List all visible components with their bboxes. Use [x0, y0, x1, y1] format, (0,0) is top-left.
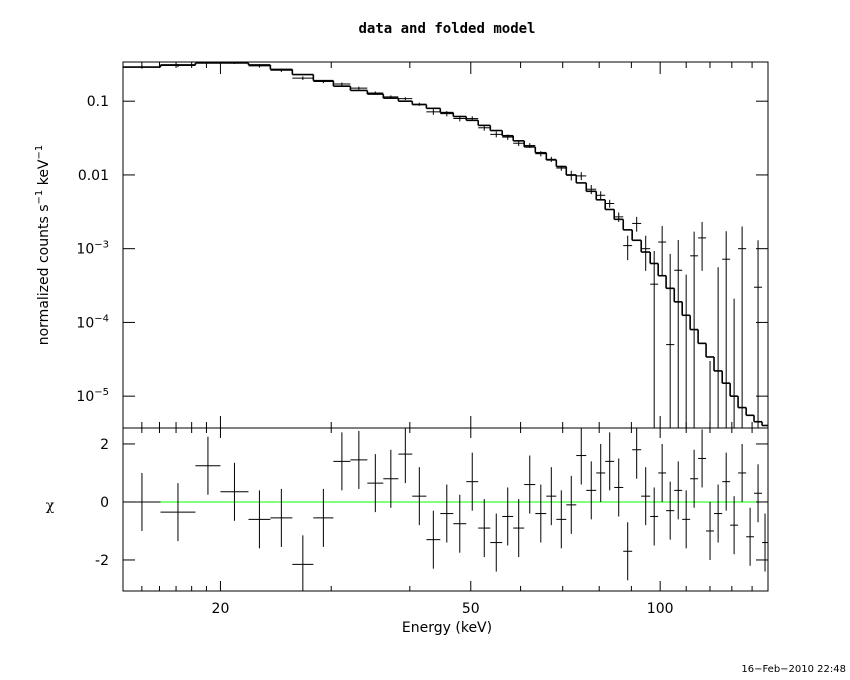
y-tick-label: 10−4: [76, 313, 109, 331]
y-label-exp: −1: [34, 145, 45, 160]
x-tick-label: 50: [462, 601, 480, 617]
x-tick-label: 100: [647, 601, 674, 617]
y-tick-exp: −5: [94, 387, 109, 398]
residual-y-tick-label: 0: [100, 495, 109, 511]
y-tick-base: 10: [76, 389, 94, 405]
y-tick-label: 10−3: [76, 240, 109, 258]
timestamp: 16−Feb−2010 22:48: [741, 664, 846, 675]
x-tick-label: 20: [212, 601, 230, 617]
y-tick-exp: −4: [94, 313, 109, 324]
y-tick-base: 0.1: [87, 94, 109, 110]
residual-y-tick-label: -2: [95, 553, 109, 569]
chart-title: data and folded model: [358, 21, 535, 37]
y-label-exp: −1: [34, 190, 45, 205]
y-tick-base: 10: [76, 315, 94, 331]
spectrum-panel: [123, 62, 768, 428]
y-tick-label: 10−5: [76, 387, 109, 405]
y-tick-base: 0.01: [78, 168, 109, 184]
y-tick-label: 0.1: [87, 94, 109, 110]
top-frame: [122, 61, 769, 429]
y-tick-base: 10: [76, 242, 94, 258]
residual-panel: [123, 428, 768, 591]
bottom-frame: [122, 427, 769, 592]
residual-y-tick-label: 2: [100, 437, 109, 453]
y-label-part: normalized counts s: [36, 204, 52, 345]
y-tick-label: 0.01: [78, 168, 109, 184]
y-tick-exp: −3: [94, 240, 109, 251]
x-axis-label: Energy (keV): [402, 620, 492, 636]
y-axis-label: normalized counts s−1 keV−1: [34, 145, 52, 346]
y-label-part: keV: [36, 159, 52, 190]
residual-y-label: χ: [46, 498, 55, 514]
